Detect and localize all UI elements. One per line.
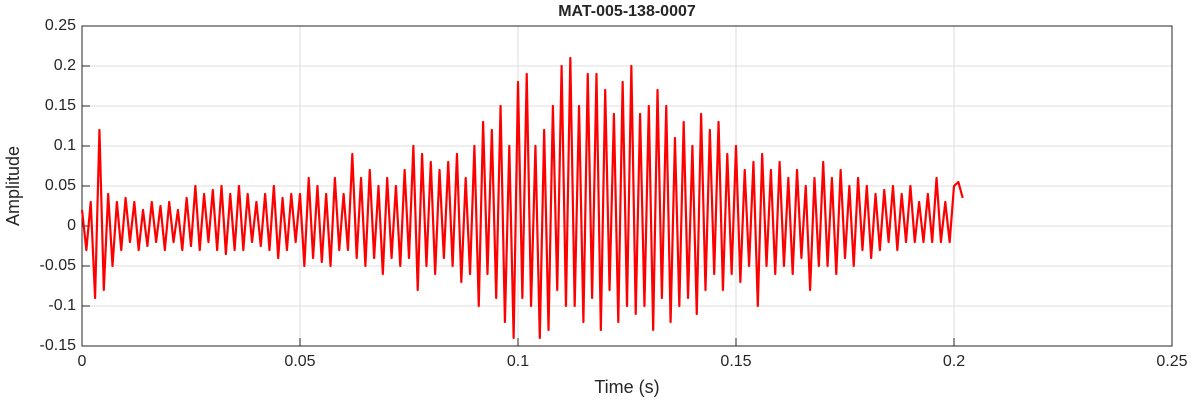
y-tick-label: 0.05 (45, 177, 76, 194)
x-tick-label: 0 (78, 353, 87, 370)
x-tick-label: 0.05 (284, 353, 315, 370)
y-tick-label: -0.15 (40, 337, 77, 354)
x-tick-label: 0.25 (1156, 353, 1187, 370)
x-tick-label: 0.2 (943, 353, 965, 370)
chart-title: MAT-005-138-0007 (558, 3, 696, 20)
y-tick-label: 0 (67, 217, 76, 234)
y-axis-label: Amplitude (3, 146, 23, 226)
x-tick-label: 0.15 (720, 353, 751, 370)
y-tick-label: -0.1 (48, 297, 76, 314)
y-tick-label: 0.1 (54, 137, 76, 154)
y-tick-label: -0.05 (40, 257, 77, 274)
x-tick-label: 0.1 (507, 353, 529, 370)
x-axis-label: Time (s) (594, 377, 659, 397)
y-tick-label: 0.25 (45, 17, 76, 34)
y-tick-label: 0.2 (54, 57, 76, 74)
y-tick-label: 0.15 (45, 97, 76, 114)
signal-line (80, 56, 964, 340)
axes-box (81, 25, 1173, 347)
